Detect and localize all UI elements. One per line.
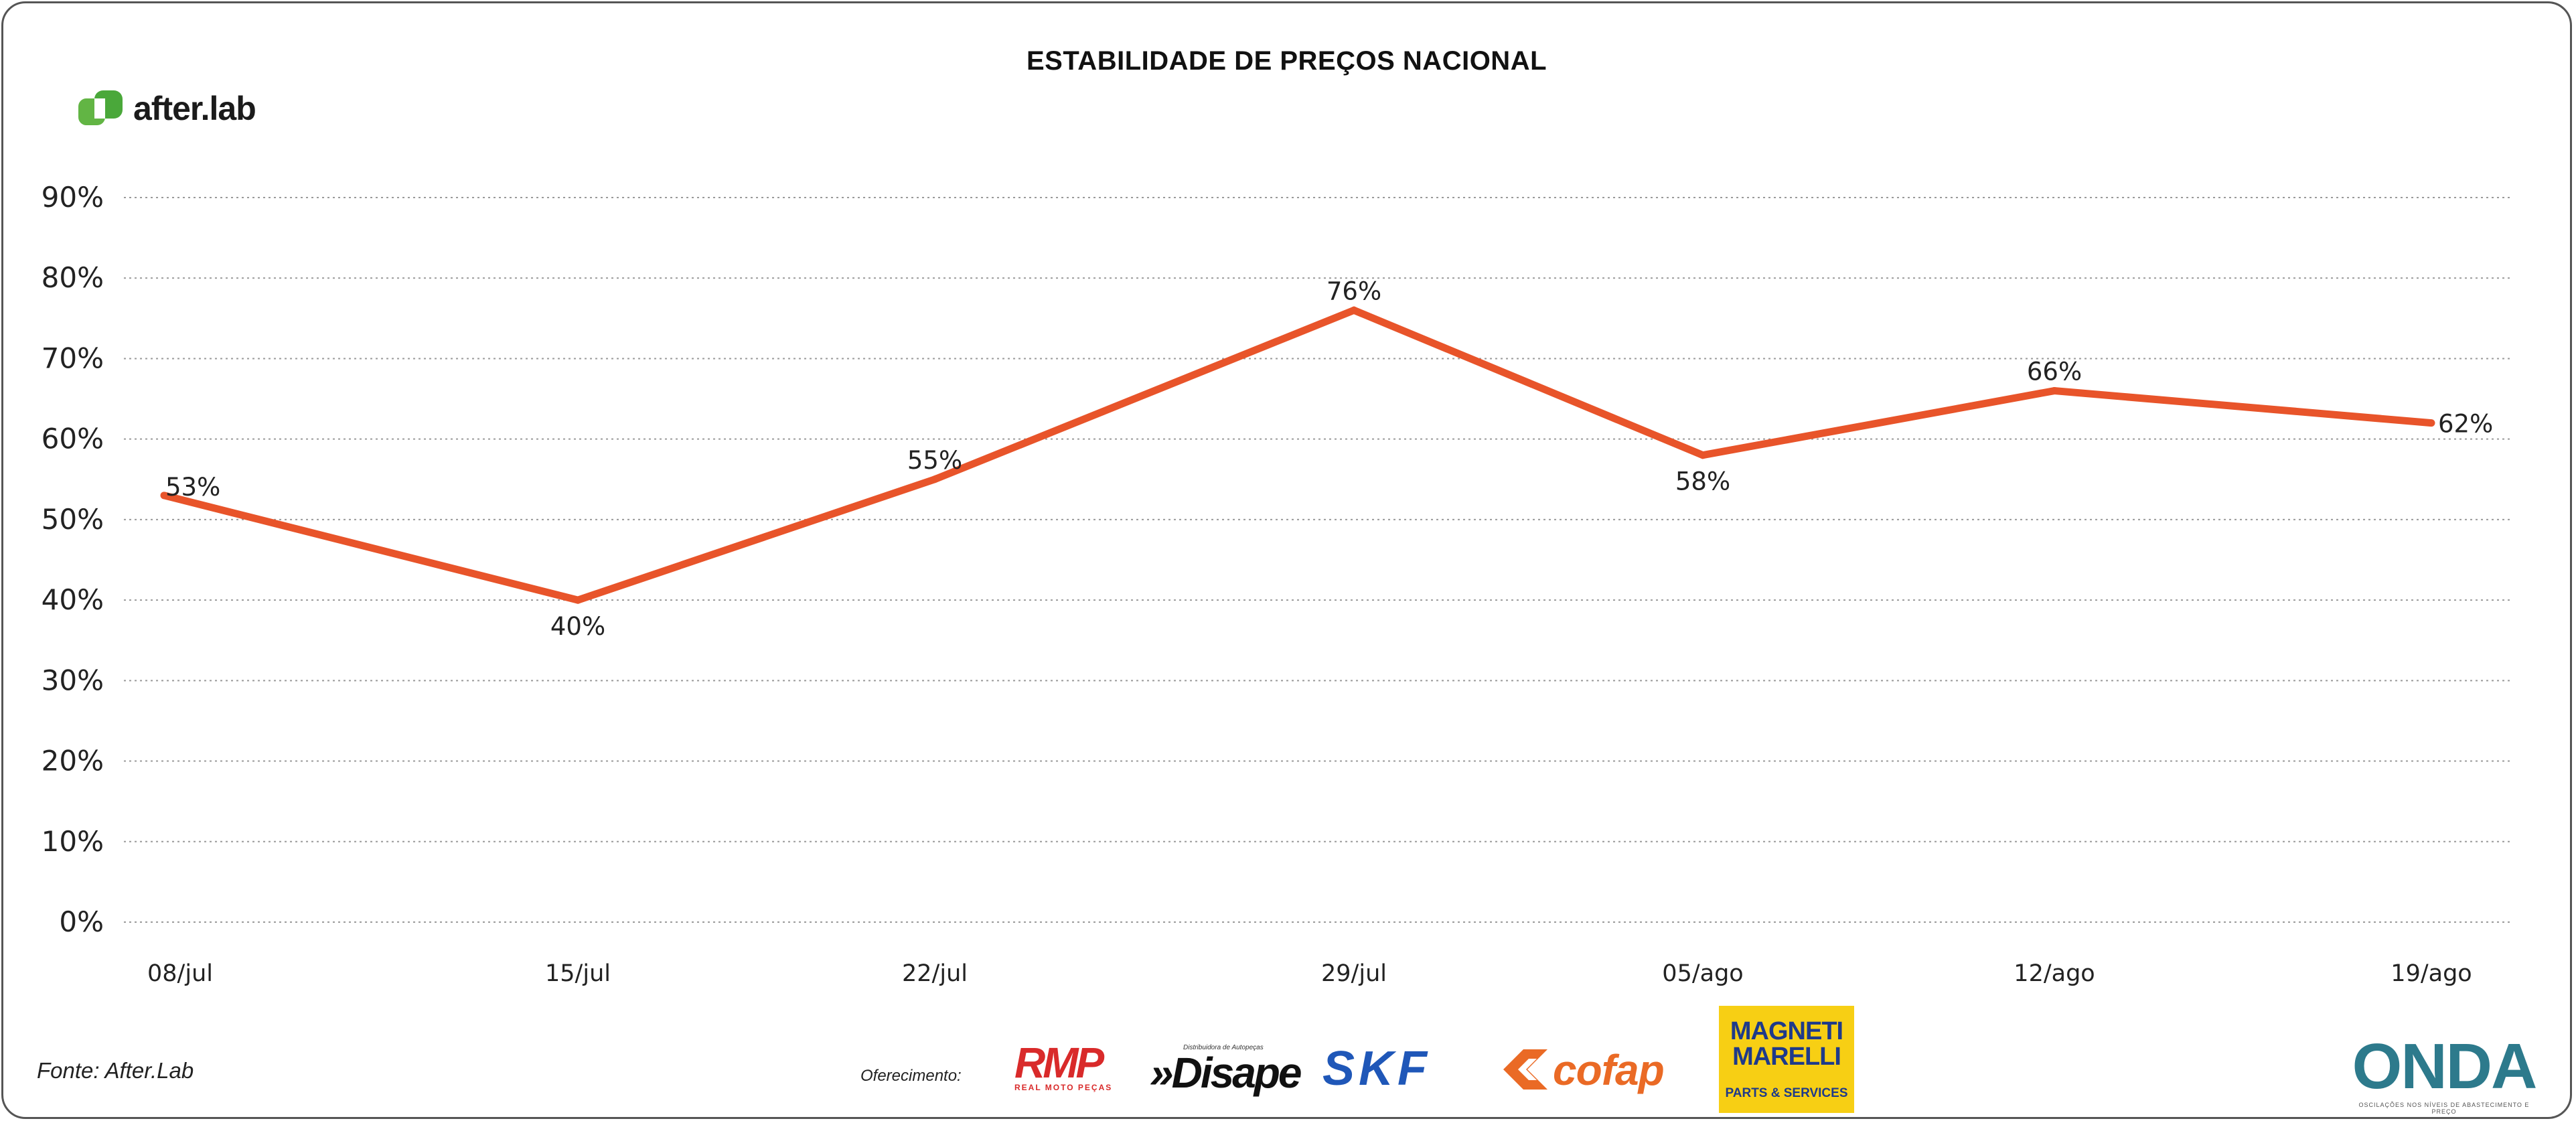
data-point (1699, 451, 1707, 459)
x-axis-ticks: 08/jul 15/jul 22/jul 29/jul 05/ago 12/ago 19/a… (147, 960, 2472, 987)
sponsor-label: Oferecimento: (860, 1067, 962, 1085)
onda-logo-subtext: OSCILAÇÕES NOS NÍVEIS DE ABASTECIMENTO E… (2358, 1102, 2530, 1115)
magneti-marelli-subtext: PARTS & SERVICES (1725, 1086, 1848, 1100)
cofap-logo-icon (1503, 1049, 1547, 1090)
y-tick-label: 30% (42, 664, 104, 696)
magneti-marelli-line1: MAGNETI (1730, 1017, 1843, 1045)
rmp-logo-text: RMP (1014, 1039, 1104, 1087)
x-tick-label: 15/jul (545, 960, 611, 987)
x-tick-label: 08/jul (147, 960, 213, 987)
x-tick-label: 29/jul (1321, 960, 1387, 987)
y-tick-label: 80% (42, 261, 104, 294)
data-point (1350, 306, 1358, 314)
skf-logo: SKF (1322, 1042, 1431, 1096)
rmp-logo-subtext: REAL MOTO PEÇAS (1014, 1083, 1113, 1092)
x-tick-label: 22/jul (902, 960, 968, 987)
data-label: 62% (2438, 410, 2493, 439)
data-labels: 53% 40% 55% 76% 58% 66% 62% (165, 277, 2493, 641)
cofap-logo-text: cofap (1553, 1046, 1665, 1094)
disape-logo: Distribuidora de Autopeças »Disape (1150, 1041, 1308, 1097)
grid-lines (124, 197, 2511, 923)
chart-title: ESTABILIDADE DE PREÇOS NACIONAL (1026, 46, 1547, 76)
x-tick-label: 19/ago (2391, 960, 2472, 987)
data-point (574, 596, 582, 604)
brand-name: after.lab (133, 90, 256, 127)
y-tick-label: 20% (42, 745, 104, 777)
disape-logo-text: »Disape (1150, 1049, 1302, 1097)
data-label: 76% (1327, 277, 1381, 305)
y-tick-label: 10% (42, 825, 104, 858)
y-tick-label: 90% (42, 181, 104, 214)
line-chart: 0% 10% 20% 30% 40% 50% 60% 70% 80% 90% 08/jul 15/j… (42, 181, 2511, 987)
data-point (931, 475, 939, 483)
y-tick-label: 70% (42, 342, 104, 374)
data-label: 66% (2027, 358, 2082, 386)
series-line (163, 306, 2432, 604)
data-label: 55% (907, 446, 962, 475)
data-label: 40% (550, 612, 605, 641)
data-point (2050, 387, 2058, 395)
y-tick-label: 60% (42, 423, 104, 455)
y-tick-label: 0% (59, 905, 104, 938)
x-tick-label: 12/ago (2014, 960, 2095, 987)
x-tick-label: 05/ago (1662, 960, 1743, 987)
y-axis-ticks: 0% 10% 20% 30% 40% 50% 60% 70% 80% 90% (42, 181, 104, 938)
magneti-marelli-line2: MARELLI (1732, 1043, 1841, 1071)
rmp-logo: RMP REAL MOTO PEÇAS (1014, 1039, 1132, 1092)
brand-logo: after.lab (77, 89, 256, 128)
data-label: 53% (165, 473, 220, 502)
cofap-logo: cofap (1503, 1045, 1697, 1094)
series-line-group (160, 306, 2435, 604)
y-tick-label: 50% (42, 503, 104, 536)
afterlab-logo-icon (77, 89, 127, 128)
data-label: 58% (1675, 467, 1730, 496)
onda-logo-text: ONDA (2352, 1031, 2538, 1102)
data-point (2427, 419, 2435, 427)
y-tick-label: 40% (42, 583, 104, 616)
disape-logo-tagline: Distribuidora de Autopeças (1183, 1044, 1264, 1051)
source-note: Fonte: After.Lab (37, 1058, 194, 1083)
onda-logo: ONDA OSCILAÇÕES NOS NÍVEIS DE ABASTECIME… (2347, 1031, 2541, 1116)
data-point (160, 492, 168, 500)
magneti-marelli-logo: MAGNETI MARELLI PARTS & SERVICES (1719, 1006, 1854, 1113)
